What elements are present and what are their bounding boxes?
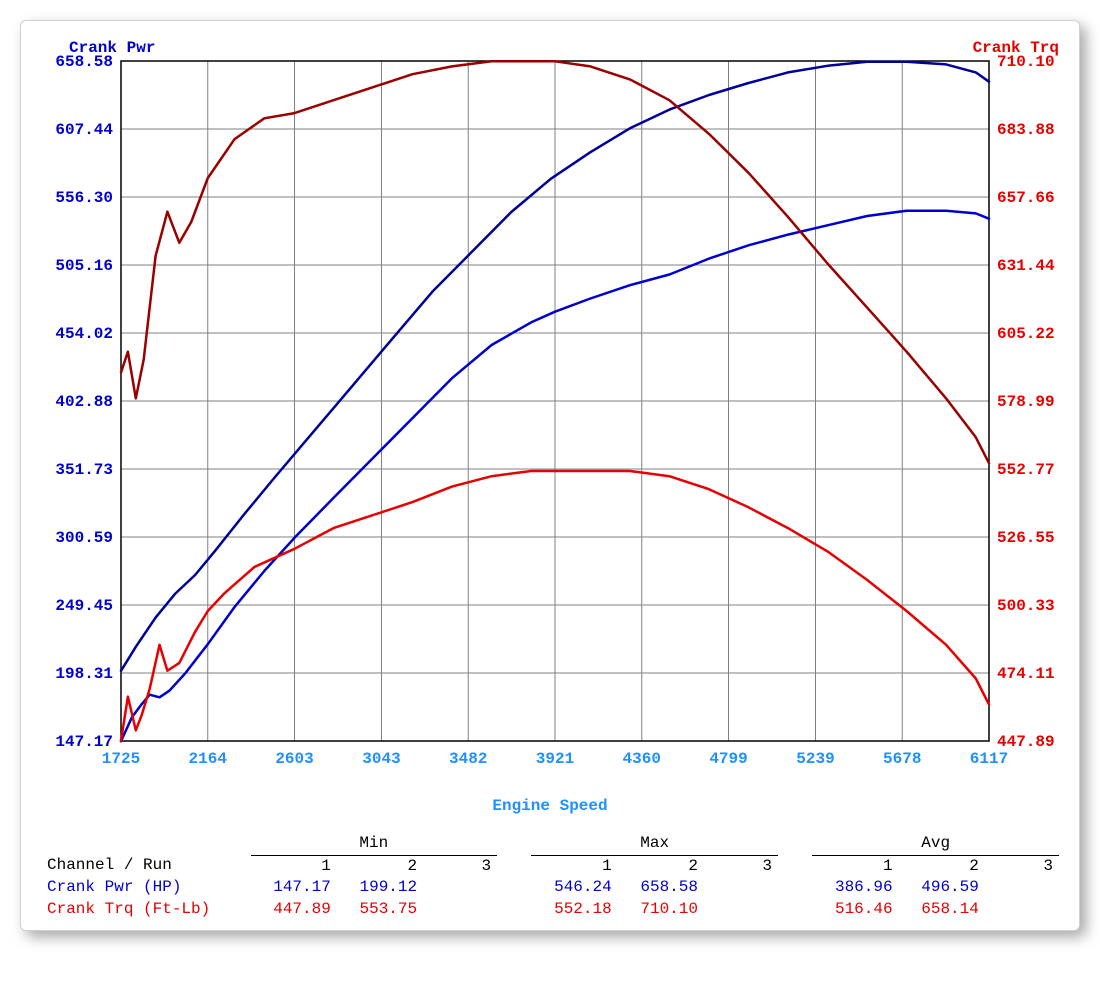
svg-text:3482: 3482 bbox=[449, 750, 487, 768]
table-sub-header: 1 bbox=[531, 855, 617, 877]
table-cell: 658.58 bbox=[618, 877, 704, 899]
table-cell: 658.14 bbox=[899, 899, 985, 921]
table-cell: 147.17 bbox=[251, 877, 337, 899]
svg-text:198.31: 198.31 bbox=[55, 665, 113, 683]
table-group-header: Max bbox=[531, 833, 778, 855]
dyno-chart-card: Crank Pwr Crank Trq 1725 2164 2603 3043 3482… bbox=[20, 20, 1080, 931]
table-sub-header: 1 bbox=[251, 855, 337, 877]
svg-text:607.44: 607.44 bbox=[55, 121, 113, 139]
svg-text:474.11: 474.11 bbox=[997, 665, 1055, 683]
table-cell bbox=[423, 899, 497, 921]
table-cell bbox=[423, 877, 497, 899]
table-group-header: Avg bbox=[812, 833, 1059, 855]
svg-text:447.89: 447.89 bbox=[997, 733, 1055, 751]
table-sub-header: 3 bbox=[704, 855, 778, 877]
svg-text:4360: 4360 bbox=[623, 750, 661, 768]
table-sub-header: 1 bbox=[812, 855, 898, 877]
table-cell bbox=[704, 899, 778, 921]
table-cell: 516.46 bbox=[812, 899, 898, 921]
svg-text:500.33: 500.33 bbox=[997, 597, 1055, 615]
svg-text:657.66: 657.66 bbox=[997, 189, 1055, 207]
svg-text:605.22: 605.22 bbox=[997, 325, 1055, 343]
table-sub-header: 3 bbox=[985, 855, 1059, 877]
svg-text:3043: 3043 bbox=[362, 750, 400, 768]
svg-text:4799: 4799 bbox=[709, 750, 747, 768]
svg-text:505.16: 505.16 bbox=[55, 257, 113, 275]
svg-text:147.17: 147.17 bbox=[55, 733, 113, 751]
table-cell: 552.18 bbox=[531, 899, 617, 921]
table-cell bbox=[985, 899, 1059, 921]
svg-text:3921: 3921 bbox=[536, 750, 574, 768]
table-sub-header: 2 bbox=[337, 855, 423, 877]
table-cell bbox=[985, 877, 1059, 899]
svg-text:351.73: 351.73 bbox=[55, 461, 113, 479]
y-left-axis-title: Crank Pwr bbox=[69, 39, 155, 57]
svg-text:5678: 5678 bbox=[883, 750, 921, 768]
table-row-label: Crank Trq (Ft-Lb) bbox=[41, 899, 216, 921]
table-cell bbox=[704, 877, 778, 899]
table-cell: 553.75 bbox=[337, 899, 423, 921]
svg-text:2603: 2603 bbox=[275, 750, 313, 768]
table-sub-header: 2 bbox=[618, 855, 704, 877]
table-cell: 710.10 bbox=[618, 899, 704, 921]
table-cell: 199.12 bbox=[337, 877, 423, 899]
table-cell: 496.59 bbox=[899, 877, 985, 899]
dyno-chart-svg: 1725 2164 2603 3043 3482 3921 4360 4799 5239 5678… bbox=[41, 31, 1061, 791]
svg-text:454.02: 454.02 bbox=[55, 325, 113, 343]
svg-text:6117: 6117 bbox=[970, 750, 1008, 768]
table-cell: 386.96 bbox=[812, 877, 898, 899]
svg-text:526.55: 526.55 bbox=[997, 529, 1055, 547]
table-cell: 546.24 bbox=[531, 877, 617, 899]
chart-area: Crank Pwr Crank Trq 1725 2164 2603 3043 3482… bbox=[41, 31, 1059, 821]
x-axis-title: Engine Speed bbox=[41, 797, 1059, 815]
summary-table: MinMaxAvgChannel / Run123123123Crank Pwr… bbox=[41, 833, 1059, 920]
table-row-label: Crank Pwr (HP) bbox=[41, 877, 216, 899]
svg-text:249.45: 249.45 bbox=[55, 597, 113, 615]
y-right-axis-title: Crank Trq bbox=[973, 39, 1059, 57]
svg-text:5239: 5239 bbox=[796, 750, 834, 768]
svg-text:402.88: 402.88 bbox=[55, 393, 113, 411]
svg-text:631.44: 631.44 bbox=[997, 257, 1055, 275]
svg-text:2164: 2164 bbox=[189, 750, 228, 768]
svg-text:552.77: 552.77 bbox=[997, 461, 1055, 479]
svg-text:578.99: 578.99 bbox=[997, 393, 1055, 411]
svg-text:683.88: 683.88 bbox=[997, 121, 1055, 139]
table-sub-header: 3 bbox=[423, 855, 497, 877]
svg-text:556.30: 556.30 bbox=[55, 189, 113, 207]
table-cell: 447.89 bbox=[251, 899, 337, 921]
table-sub-header: 2 bbox=[899, 855, 985, 877]
svg-text:1725: 1725 bbox=[102, 750, 140, 768]
table-group-header: Min bbox=[251, 833, 498, 855]
table-corner-label: Channel / Run bbox=[41, 855, 216, 877]
svg-text:300.59: 300.59 bbox=[55, 529, 113, 547]
